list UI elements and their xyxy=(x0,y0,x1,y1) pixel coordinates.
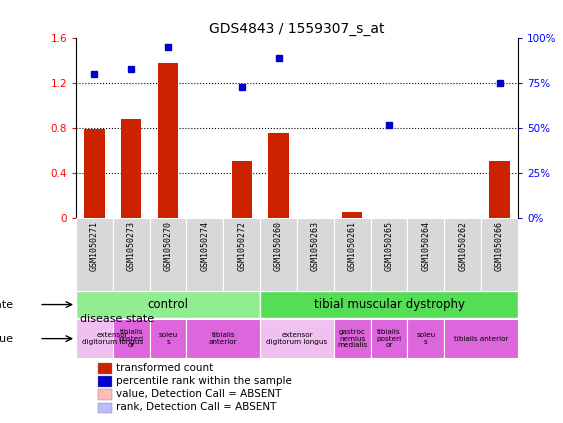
Text: tibialis
posteri
or: tibialis posteri or xyxy=(119,329,144,348)
Text: GSM1050274: GSM1050274 xyxy=(200,220,209,271)
Bar xyxy=(186,218,224,291)
Text: tibialis anterior: tibialis anterior xyxy=(454,335,508,342)
Bar xyxy=(76,291,260,318)
Bar xyxy=(150,319,186,358)
Bar xyxy=(76,218,113,291)
Text: value, Detection Call = ABSENT: value, Detection Call = ABSENT xyxy=(116,389,281,399)
Bar xyxy=(370,319,408,358)
Text: GSM1050260: GSM1050260 xyxy=(274,220,283,271)
Bar xyxy=(489,161,510,218)
Bar xyxy=(444,218,481,291)
Bar xyxy=(121,119,141,218)
Bar xyxy=(84,129,105,218)
Text: GSM1050266: GSM1050266 xyxy=(495,220,504,271)
Text: disease state: disease state xyxy=(81,313,155,324)
Text: GSM1050273: GSM1050273 xyxy=(127,220,136,271)
Bar xyxy=(186,319,260,358)
Text: rank, Detection Call = ABSENT: rank, Detection Call = ABSENT xyxy=(116,402,276,412)
Text: GSM1050261: GSM1050261 xyxy=(348,220,357,271)
Bar xyxy=(98,403,112,413)
Bar xyxy=(231,161,252,218)
Text: percentile rank within the sample: percentile rank within the sample xyxy=(116,376,292,386)
Bar xyxy=(158,63,178,218)
Bar xyxy=(76,319,150,358)
Text: GSM1050262: GSM1050262 xyxy=(458,220,467,271)
Text: soleu
s: soleu s xyxy=(416,332,436,345)
Text: tibialis
posteri
or: tibialis posteri or xyxy=(377,329,401,348)
Text: GSM1050263: GSM1050263 xyxy=(311,220,320,271)
Bar xyxy=(150,218,186,291)
Bar xyxy=(98,363,112,374)
Text: GSM1050272: GSM1050272 xyxy=(237,220,246,271)
Bar xyxy=(444,319,518,358)
Text: tissue: tissue xyxy=(0,334,14,343)
Bar xyxy=(260,291,518,318)
Text: GSM1050271: GSM1050271 xyxy=(90,220,99,271)
Bar xyxy=(260,319,334,358)
Text: GSM1050270: GSM1050270 xyxy=(164,220,173,271)
Bar xyxy=(408,319,444,358)
Text: control: control xyxy=(148,298,189,311)
Text: GSM1050264: GSM1050264 xyxy=(421,220,430,271)
Text: tibialis
anterior: tibialis anterior xyxy=(209,332,238,345)
Bar xyxy=(98,376,112,387)
Bar xyxy=(113,319,150,358)
Title: GDS4843 / 1559307_s_at: GDS4843 / 1559307_s_at xyxy=(209,22,385,36)
Bar xyxy=(98,389,112,400)
Bar xyxy=(370,218,408,291)
Bar xyxy=(224,218,260,291)
Bar xyxy=(408,218,444,291)
Bar xyxy=(334,218,370,291)
Bar xyxy=(481,218,518,291)
Text: disease state: disease state xyxy=(0,299,14,310)
Bar xyxy=(297,218,334,291)
Text: extensor
digitorum longus: extensor digitorum longus xyxy=(266,332,328,345)
Text: transformed count: transformed count xyxy=(116,363,213,373)
Text: soleu
s: soleu s xyxy=(158,332,178,345)
Bar xyxy=(342,212,363,218)
Bar xyxy=(113,218,150,291)
Text: extensor
digitorum longus: extensor digitorum longus xyxy=(82,332,144,345)
Bar xyxy=(260,218,297,291)
Text: tibial muscular dystrophy: tibial muscular dystrophy xyxy=(314,298,464,311)
Bar xyxy=(334,319,370,358)
Bar xyxy=(269,133,289,218)
Text: GSM1050265: GSM1050265 xyxy=(385,220,394,271)
Text: gastroc
nemius
medialis: gastroc nemius medialis xyxy=(337,329,367,348)
